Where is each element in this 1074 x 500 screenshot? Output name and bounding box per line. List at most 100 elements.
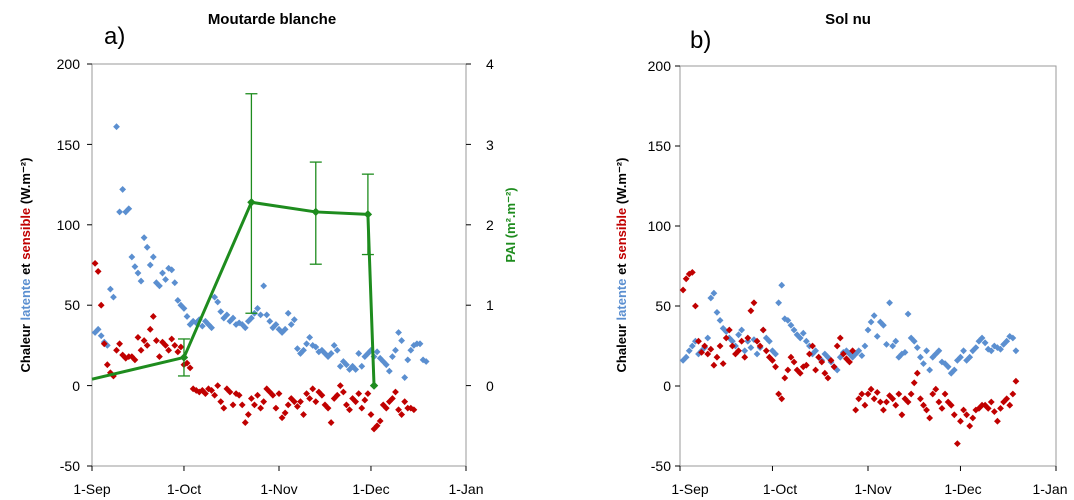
panel-a-sensible-point — [376, 417, 384, 425]
panel-a-latente-point — [165, 264, 173, 272]
panel-b-sensible-point — [713, 353, 721, 361]
panel-a-sensible-point — [373, 422, 381, 430]
panel-a-sensible-point — [401, 398, 409, 406]
panel-b-x-axis: 1-Sep 1-Oct 1-Nov 1-Dec 1-Jan — [671, 481, 1067, 497]
panel-a-y-axis: -50 0 50 100 150 200 — [57, 56, 81, 474]
panel-a-sensible-point — [352, 398, 360, 406]
panel-a-latente-point — [110, 293, 117, 301]
panel-b-latente-point — [735, 331, 742, 339]
panel-a-latente-point — [416, 340, 424, 348]
panel-b-sensible-point — [873, 389, 881, 396]
panel-a-latente-point — [300, 346, 307, 354]
panel-b-sensible-point — [744, 334, 752, 342]
panel-a-latente-point — [113, 123, 120, 131]
panel-a-latente-point — [407, 346, 415, 354]
panel-b-latente-point — [796, 334, 804, 342]
ylabel-part-latente: latente — [614, 279, 629, 321]
panel-a-latente-point — [293, 345, 301, 353]
panel-a-ytick-label: 0 — [72, 378, 80, 394]
panel-b-sensible-point — [957, 417, 964, 425]
panel-b-y-axis: -50 0 50 100 150 200 — [648, 58, 672, 474]
panel-b-sensible-point — [1003, 395, 1011, 403]
panel-a-latente-point — [156, 282, 163, 290]
panel-b-latente-point — [923, 347, 930, 355]
panel-a-pai-point — [369, 381, 379, 390]
panel-a-sensible-point — [260, 398, 268, 406]
panel-b-sensible-point — [738, 337, 746, 345]
panel-a-latente-point — [137, 277, 145, 285]
panel-b-latente-point — [889, 342, 897, 350]
panel-b-latente-point — [1009, 334, 1017, 342]
panel-b-sensible-point — [864, 390, 872, 398]
panel-a-sensible-point — [281, 409, 289, 417]
panel-a-latente-point — [373, 348, 381, 356]
panel-a-latente-point — [260, 282, 268, 290]
panel-a-sensible-point — [392, 388, 399, 396]
panel-a-latente-point — [106, 285, 114, 293]
panel-a-latente-point — [395, 329, 402, 336]
panel-a-latente-point — [355, 350, 363, 357]
panel-b-ytick-label: 0 — [663, 378, 671, 394]
panel-b-sensible-point — [849, 347, 856, 355]
panel-b-latente-point — [873, 333, 881, 340]
panel-a-latente-point — [180, 305, 188, 312]
panel-a-latente-point — [119, 186, 127, 193]
panel-b-sensible-point — [682, 275, 690, 283]
panel-a-sensible-point — [159, 338, 166, 346]
panel-a-latente-point — [122, 208, 130, 216]
panel-a-sensible-point — [309, 385, 317, 393]
panel-b-sensible-point — [716, 342, 724, 350]
panel-a-sensible-point — [398, 411, 406, 418]
panel-a-latente-point — [217, 308, 225, 316]
panel-b-sensible-point — [997, 405, 1004, 412]
panel-b-latente-point — [784, 317, 792, 324]
panel-a-xtick-label: 1-Sep — [73, 481, 111, 497]
panel-a-marks — [87, 63, 471, 471]
panel-a-sensible-point — [156, 353, 163, 361]
panel-b-sensible-point — [867, 385, 875, 393]
panel-b-sensible-point — [762, 347, 770, 355]
panel-b-sensible-point — [1012, 377, 1020, 385]
panel-a-y2-axis-title: PAI (m².m⁻²) — [503, 187, 518, 262]
panel-a-latente-point — [174, 296, 182, 304]
panel-b-sensible-point — [818, 358, 826, 366]
panel-a-sensible-point — [174, 348, 182, 356]
panel-a: a) Moutarde blanche -50 0 50 100 150 200… — [18, 11, 518, 497]
panel-b-sensible-point — [923, 406, 930, 414]
panel-a-latente-point — [248, 314, 255, 322]
panel-b-sensible-point — [990, 408, 998, 415]
panel-a-sensible-point — [94, 268, 102, 275]
panel-b-latente-point — [747, 344, 755, 351]
panel-a-sensible-point — [202, 390, 209, 398]
panel-a-sensible-point — [272, 404, 280, 412]
panel-b-sensible-point — [747, 307, 755, 315]
panel-a-sensible-point — [183, 359, 191, 367]
panel-b-sensible-point — [1009, 390, 1017, 398]
panel-b-sensible-point — [778, 395, 786, 403]
panel-b-latente-point — [787, 321, 795, 329]
panel-a-pai-point — [179, 353, 189, 362]
panel-a-latente-point — [422, 358, 430, 365]
panel-b-latente-point — [799, 329, 807, 337]
panel-a-ytick-label: 50 — [64, 297, 80, 313]
panel-b-sensible-point — [966, 422, 974, 430]
panel-a-sensible-point — [410, 406, 418, 414]
panel-a-latente-point — [281, 325, 289, 333]
panel-b-sensible-point — [938, 405, 946, 412]
panel-b-latente-point — [997, 345, 1004, 353]
panel-a-sensible-point — [226, 388, 234, 396]
panel-a-sensible-point — [254, 391, 261, 399]
panel-a-sensible-point — [251, 401, 258, 409]
panel-b-sensible-point — [839, 350, 847, 358]
panel-a-y2tick-label: 4 — [486, 56, 494, 72]
panel-a-latente-point — [146, 261, 154, 269]
panel-a-ytick-label: 150 — [57, 137, 81, 153]
panel-b-latente-point — [867, 318, 875, 326]
panel-a-latente-point — [290, 316, 298, 324]
ylabel-part: et — [18, 260, 33, 279]
panel-a-latente-point — [229, 314, 237, 322]
ylabel-part: Chaleur — [18, 320, 33, 372]
panel-a-sensible-point — [177, 343, 185, 351]
panel-a-sensible-point — [149, 313, 157, 320]
